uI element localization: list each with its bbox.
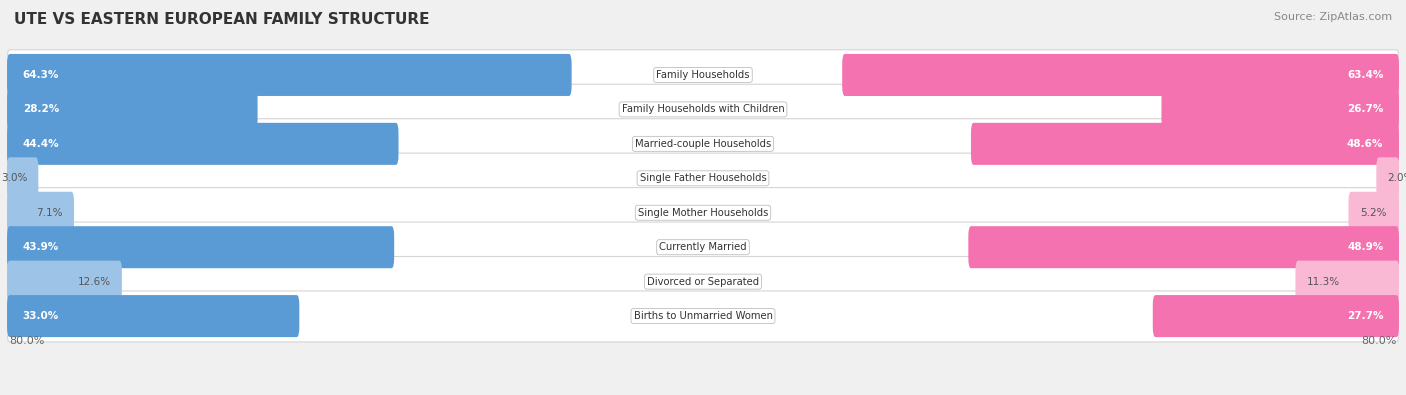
FancyBboxPatch shape [969,226,1399,268]
FancyBboxPatch shape [7,188,1399,239]
FancyBboxPatch shape [7,119,1399,170]
Text: 3.0%: 3.0% [0,173,27,183]
FancyBboxPatch shape [7,50,1399,101]
FancyBboxPatch shape [842,54,1399,96]
FancyBboxPatch shape [7,192,75,234]
Text: 7.1%: 7.1% [37,208,63,218]
Text: Family Households: Family Households [657,70,749,80]
FancyBboxPatch shape [7,291,1399,342]
Text: 5.2%: 5.2% [1360,208,1386,218]
FancyBboxPatch shape [1153,295,1399,337]
FancyBboxPatch shape [7,157,38,199]
Text: 48.9%: 48.9% [1347,242,1384,252]
FancyBboxPatch shape [7,261,122,303]
Text: 33.0%: 33.0% [22,311,59,321]
Text: 28.2%: 28.2% [22,104,59,115]
FancyBboxPatch shape [7,88,257,130]
FancyBboxPatch shape [1348,192,1399,234]
Text: Single Father Households: Single Father Households [640,173,766,183]
FancyBboxPatch shape [7,295,299,337]
Text: Source: ZipAtlas.com: Source: ZipAtlas.com [1274,12,1392,22]
FancyBboxPatch shape [7,123,398,165]
Text: 27.7%: 27.7% [1347,311,1384,321]
Text: UTE VS EASTERN EUROPEAN FAMILY STRUCTURE: UTE VS EASTERN EUROPEAN FAMILY STRUCTURE [14,12,430,27]
FancyBboxPatch shape [7,256,1399,307]
Text: 11.3%: 11.3% [1306,276,1340,287]
Text: Family Households with Children: Family Households with Children [621,104,785,115]
FancyBboxPatch shape [7,226,394,268]
FancyBboxPatch shape [7,54,572,96]
Text: 64.3%: 64.3% [22,70,59,80]
FancyBboxPatch shape [1295,261,1399,303]
FancyBboxPatch shape [1161,88,1399,130]
Text: 48.6%: 48.6% [1347,139,1384,149]
Text: Single Mother Households: Single Mother Households [638,208,768,218]
FancyBboxPatch shape [1376,157,1399,199]
Text: Births to Unmarried Women: Births to Unmarried Women [634,311,772,321]
Text: 26.7%: 26.7% [1347,104,1384,115]
FancyBboxPatch shape [972,123,1399,165]
Text: Divorced or Separated: Divorced or Separated [647,276,759,287]
FancyBboxPatch shape [7,222,1399,273]
Text: 44.4%: 44.4% [22,139,59,149]
Text: 2.0%: 2.0% [1388,173,1406,183]
Text: 63.4%: 63.4% [1347,70,1384,80]
Text: Currently Married: Currently Married [659,242,747,252]
Text: 43.9%: 43.9% [22,242,59,252]
Text: Married-couple Households: Married-couple Households [636,139,770,149]
FancyBboxPatch shape [7,84,1399,135]
Text: 12.6%: 12.6% [77,276,111,287]
Text: 80.0%: 80.0% [1361,336,1396,346]
FancyBboxPatch shape [7,153,1399,204]
Text: 80.0%: 80.0% [10,336,45,346]
